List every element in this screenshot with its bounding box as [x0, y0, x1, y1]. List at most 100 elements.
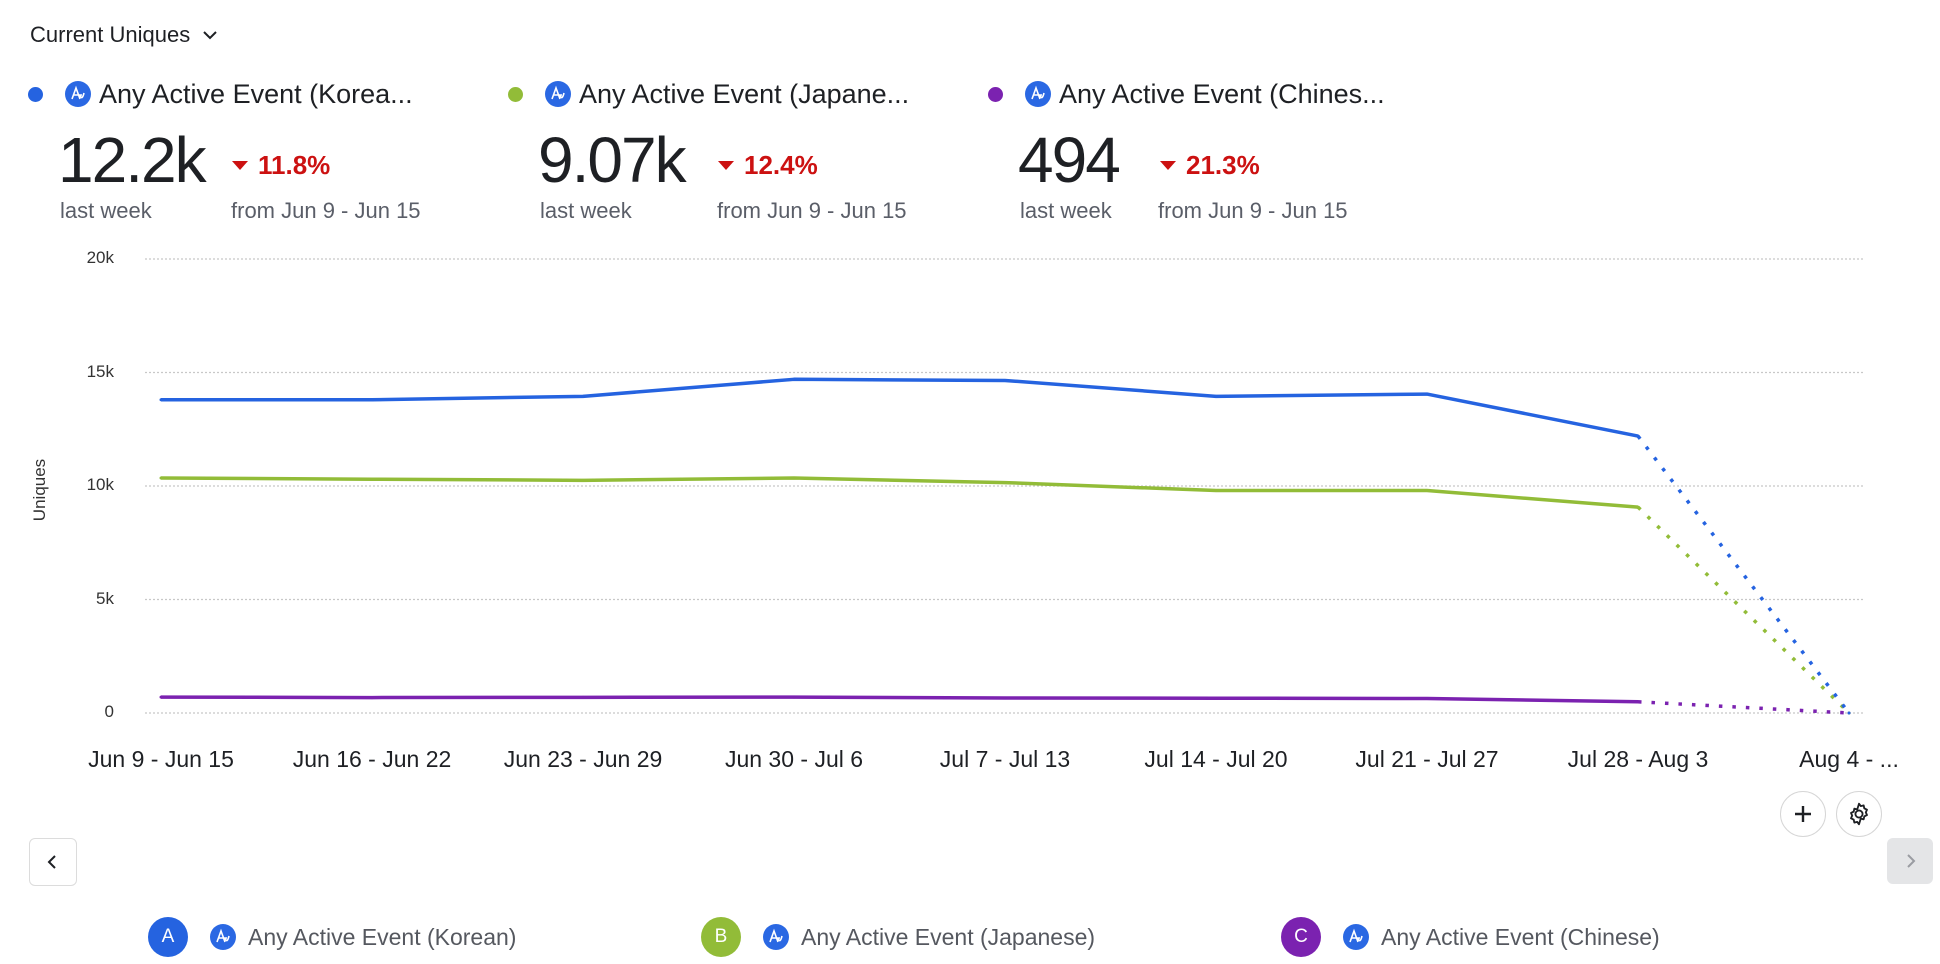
event-icon: [763, 924, 789, 950]
series-value: 494: [1018, 124, 1121, 196]
data-point[interactable]: [1847, 711, 1851, 715]
data-point[interactable]: [1636, 700, 1640, 704]
data-point[interactable]: [1425, 489, 1429, 493]
y-tick-label: 0: [104, 702, 114, 721]
series-value: 12.2k: [58, 124, 207, 196]
chevron-left-icon: [47, 855, 56, 869]
event-icon: [65, 81, 91, 107]
gear-icon: [1850, 802, 1868, 826]
data-point[interactable]: [581, 695, 585, 699]
series-line[interactable]: [160, 695, 1639, 704]
chevron-right-icon: [1907, 854, 1916, 868]
x-tick-label: Jun 16 - Jun 22: [292, 746, 452, 772]
series-a[interactable]: [159, 377, 1851, 715]
legend-item-a[interactable]: A Any Active Event (Korean): [148, 917, 516, 957]
legend-label: Any Active Event (Japanese): [801, 923, 1096, 950]
data-point[interactable]: [370, 398, 374, 402]
data-point[interactable]: [370, 477, 374, 481]
data-point[interactable]: [1003, 378, 1007, 382]
event-icon: [1025, 81, 1051, 107]
summary-card-a[interactable]: Any Active Event (Korea... 12.2k 11.8% l…: [28, 74, 498, 223]
data-point[interactable]: [1636, 505, 1640, 509]
data-point[interactable]: [370, 696, 374, 700]
legend-label: Any Active Event (Korean): [248, 923, 517, 950]
event-icon: [1343, 924, 1369, 950]
value-caption: last week: [60, 198, 152, 223]
change-badge: 21.3%: [1160, 150, 1260, 181]
change-badge: 11.8%: [232, 150, 330, 181]
series-line[interactable]: [160, 476, 1639, 509]
down-arrow-icon: [1160, 161, 1176, 170]
down-arrow-icon: [232, 161, 248, 170]
data-point[interactable]: [792, 476, 796, 480]
series-name: Any Active Event (Korea...: [99, 78, 413, 109]
next-button[interactable]: [1887, 838, 1933, 884]
data-point[interactable]: [159, 695, 163, 699]
data-point[interactable]: [1214, 394, 1218, 398]
y-axis-title: Uniques: [30, 458, 49, 522]
data-point[interactable]: [1636, 434, 1640, 438]
y-tick-label: 10k: [86, 475, 114, 494]
value-caption: last week: [1020, 198, 1112, 223]
series-line[interactable]: [161, 377, 1639, 438]
plus-icon: [1795, 806, 1811, 822]
series-incomplete-line[interactable]: [1637, 700, 1850, 715]
x-tick-label: Jun 9 - Jun 15: [88, 746, 234, 772]
data-point[interactable]: [792, 377, 796, 381]
series-badge: C: [1281, 917, 1321, 957]
event-icon: [210, 924, 236, 950]
summary-card-c[interactable]: Any Active Event (Chines... 494 21.3% la…: [988, 74, 1458, 223]
value-caption: last week: [540, 198, 632, 223]
legend-item-c[interactable]: C Any Active Event (Chinese): [1281, 917, 1660, 957]
data-point[interactable]: [1003, 696, 1007, 700]
chevron-down-icon: [203, 31, 217, 40]
summary-card-b[interactable]: Any Active Event (Japane... 9.07k 12.4% …: [508, 74, 978, 223]
series-c[interactable]: [159, 695, 1851, 715]
series-badge: B: [701, 917, 741, 957]
add-button[interactable]: [1780, 791, 1826, 837]
x-tick-label: Jul 28 - Aug 3: [1567, 746, 1709, 772]
x-tick-label: Jul 14 - Jul 20: [1144, 746, 1288, 772]
series-value: 9.07k: [538, 124, 687, 196]
data-point[interactable]: [1214, 489, 1218, 493]
x-tick-label: Jul 7 - Jul 13: [939, 746, 1071, 772]
data-point[interactable]: [581, 478, 585, 482]
series-b[interactable]: [159, 476, 1851, 715]
x-tick-label: Jul 21 - Jul 27: [1355, 746, 1499, 772]
x-tick-label: Jun 23 - Jun 29: [503, 746, 663, 772]
data-point[interactable]: [1003, 481, 1007, 485]
change-badge: 12.4%: [718, 150, 818, 181]
settings-button[interactable]: [1836, 791, 1882, 837]
metric-selector-label: Current Uniques: [30, 22, 191, 47]
series-incomplete-line[interactable]: [1636, 505, 1851, 715]
data-point[interactable]: [1425, 696, 1429, 700]
data-point[interactable]: [1425, 392, 1429, 396]
data-point[interactable]: [792, 695, 796, 699]
x-tick-label: Jun 30 - Jul 6: [724, 746, 864, 772]
data-point[interactable]: [1214, 696, 1218, 700]
series-color-dot: [508, 86, 523, 102]
x-tick-label: Aug 4 - ...: [1799, 746, 1899, 772]
data-point[interactable]: [159, 398, 163, 402]
legend-item-b[interactable]: B Any Active Event (Japanese): [701, 917, 1095, 957]
comparison-caption: from Jun 9 - Jun 15: [231, 198, 421, 223]
previous-button[interactable]: [29, 838, 77, 886]
series-color-dot: [28, 86, 43, 102]
y-tick-label: 5k: [96, 588, 114, 608]
down-arrow-icon: [718, 161, 734, 170]
series-color-dot: [988, 86, 1003, 102]
data-point[interactable]: [159, 476, 163, 480]
change-value: 12.4%: [744, 150, 818, 180]
event-icon: [545, 81, 571, 107]
comparison-caption: from Jun 9 - Jun 15: [717, 198, 907, 223]
data-point[interactable]: [581, 394, 585, 398]
legend-label: Any Active Event (Chinese): [1381, 923, 1660, 950]
y-tick-label: 20k: [86, 248, 114, 267]
change-value: 11.8%: [258, 150, 331, 180]
y-tick-label: 15k: [86, 361, 114, 381]
series-incomplete-line[interactable]: [1636, 434, 1851, 715]
series-name: Any Active Event (Chines...: [1059, 78, 1385, 109]
metric-selector[interactable]: Current Uniques: [30, 22, 220, 48]
series-badge: A: [148, 917, 188, 957]
